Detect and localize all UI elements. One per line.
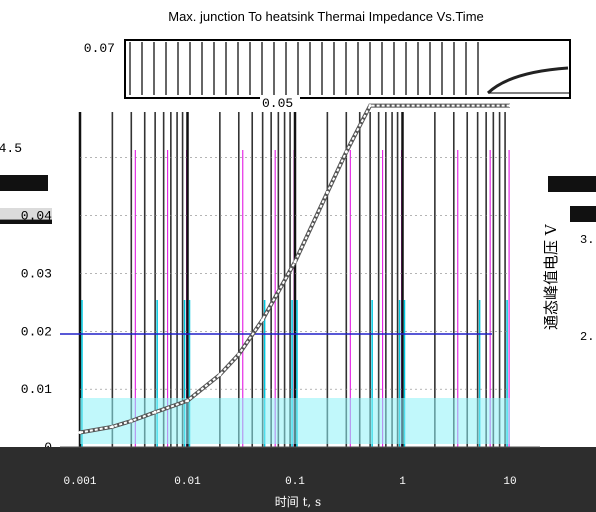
x-tick-label: 1: [399, 476, 406, 488]
annotation-box: [260, 96, 300, 110]
y-tick-label: 0.04: [21, 209, 52, 224]
inset-frame: [124, 39, 571, 99]
series-point: [344, 150, 348, 154]
series-point: [153, 410, 157, 414]
y-axis-label: 通态峰值电压 V: [542, 223, 560, 330]
curve-layer: [78, 103, 512, 435]
x-tick-label: 0.001: [63, 476, 96, 488]
left-bar-1: [0, 175, 48, 191]
y-tick-label: 0.02: [21, 324, 52, 339]
chart-title: Max. junction To heatsink Thermai Impeda…: [168, 9, 484, 24]
series-point: [508, 104, 512, 108]
right-tick-2: 2.: [580, 330, 594, 344]
series-point: [218, 373, 222, 377]
grid: [78, 42, 510, 447]
x-tick-labels: 0.001 0.01 0.1 1 10: [63, 476, 516, 488]
y-tick-label: 0.01: [21, 382, 52, 397]
x-axis-band: [0, 447, 596, 512]
y-tick-labels: 00.010.020.030.044.50.07: [0, 37, 118, 455]
y-tick-label: 0.03: [21, 266, 52, 281]
series-point: [110, 425, 114, 429]
y-tick-bg: [0, 320, 56, 336]
right-bar-2: [570, 206, 596, 222]
y-tick-bg: [0, 204, 56, 220]
y-tick-label: 0.07: [84, 41, 115, 56]
series-point: [78, 431, 82, 435]
series-point: [368, 104, 372, 108]
series-point: [261, 318, 265, 322]
y-tick-bg: [0, 137, 56, 152]
y-tick-bg: [66, 37, 118, 52]
x-tick-label: 0.01: [174, 476, 201, 488]
y-tick-bg: [0, 262, 56, 278]
series-point: [325, 190, 329, 194]
x-tick-label: 0.1: [285, 476, 305, 488]
annotation-text: 0.05: [262, 96, 293, 111]
x-tick-label: 10: [503, 476, 516, 488]
right-tick-1: 3.: [580, 233, 594, 247]
x-axis-label: 时间 t, s: [275, 495, 321, 509]
series-point: [237, 352, 241, 356]
cyan-band: [80, 398, 510, 444]
right-bar-1: [548, 176, 596, 192]
series-point: [129, 419, 133, 423]
y-tick-label: 4.5: [0, 141, 22, 156]
inset-curve: [486, 66, 569, 95]
series-point: [293, 260, 297, 264]
series-point: [186, 399, 189, 403]
y-tick-bg: [0, 378, 56, 394]
